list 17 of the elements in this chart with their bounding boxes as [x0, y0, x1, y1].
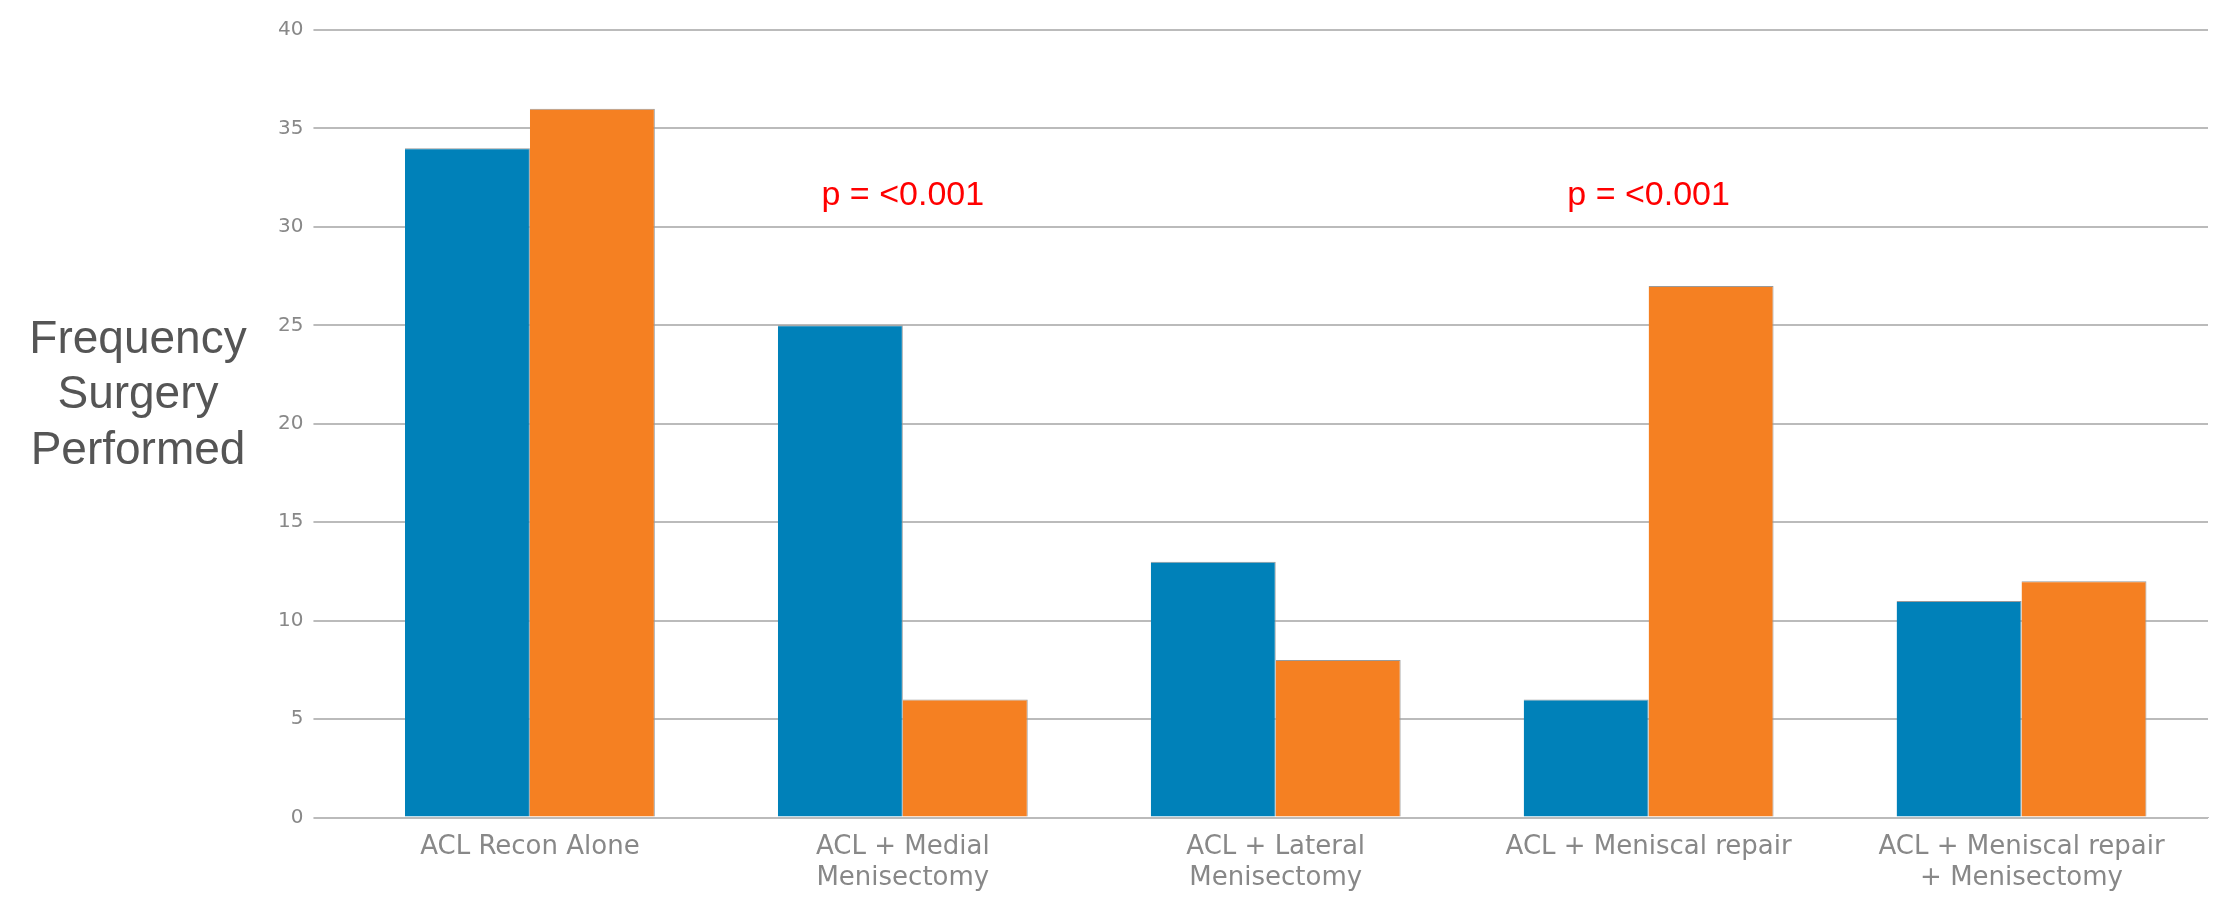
y-tick-label: 30	[278, 213, 304, 238]
y-tick-label: 20	[278, 410, 304, 434]
x-tick-label: ACL Recon Alone	[420, 829, 640, 860]
x-tick-label: ACL + Meniscal repair	[1505, 829, 1793, 860]
annotation: p = <0.001	[821, 173, 985, 212]
annotation: p = <0.001	[1567, 173, 1730, 212]
y-tick-label: 0	[290, 803, 304, 828]
x-tick-label: ACL + Lateral Menisectomy	[1186, 829, 1366, 892]
y-tick-label: 35	[278, 114, 304, 139]
y-tick-label: 15	[278, 508, 304, 533]
x-tick-label: ACL + Medial Menisectomy	[816, 829, 990, 892]
y-tick-label: 25	[278, 311, 304, 336]
x-tick-label: ACL + Meniscal repair + Menisectomy	[1878, 829, 2165, 892]
y-tick-label: 5	[290, 705, 304, 730]
y-tick-label: 40	[278, 16, 304, 41]
y-tick-label: 10	[278, 606, 304, 631]
y-axis-title: Frequency Surgery Performed	[28, 310, 248, 476]
